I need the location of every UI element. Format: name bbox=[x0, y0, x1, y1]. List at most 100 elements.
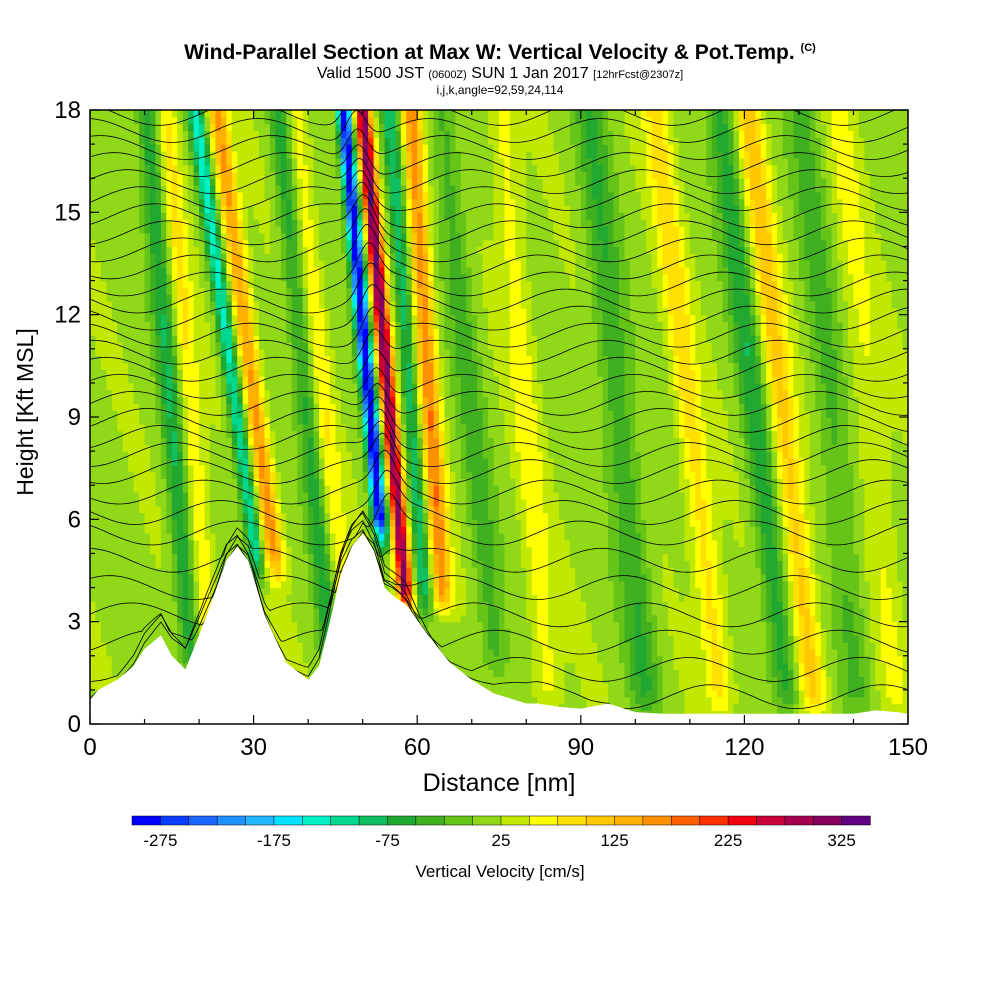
velocity-cell bbox=[199, 369, 206, 377]
velocity-cell bbox=[128, 614, 135, 623]
velocity-cell bbox=[379, 321, 386, 329]
velocity-cell bbox=[362, 239, 369, 248]
velocity-cell bbox=[335, 341, 342, 350]
velocity-cell bbox=[166, 198, 173, 207]
velocity-cell bbox=[155, 580, 162, 589]
velocity-cell bbox=[106, 348, 113, 357]
velocity-cell bbox=[220, 519, 227, 527]
velocity-cell bbox=[209, 260, 217, 268]
velocity-cell bbox=[111, 505, 118, 514]
velocity-cell bbox=[171, 144, 178, 152]
velocity-cell bbox=[106, 601, 113, 609]
velocity-cell bbox=[237, 246, 244, 254]
velocity-cell bbox=[139, 553, 146, 561]
velocity-cell bbox=[144, 137, 151, 145]
velocity-cell bbox=[117, 178, 124, 186]
velocity-cell bbox=[182, 512, 189, 520]
velocity-cell bbox=[253, 362, 260, 370]
velocity-cell bbox=[182, 553, 189, 561]
velocity-cell bbox=[275, 116, 282, 125]
velocity-cell bbox=[209, 219, 217, 227]
velocity-cell bbox=[259, 157, 266, 166]
velocity-cell bbox=[340, 212, 347, 220]
velocity-cell bbox=[319, 451, 326, 459]
velocity-cell bbox=[231, 144, 238, 152]
velocity-cell bbox=[302, 212, 309, 220]
velocity-cell bbox=[340, 478, 347, 486]
velocity-cell bbox=[188, 232, 195, 241]
velocity-cell bbox=[362, 396, 369, 404]
velocity-cell bbox=[280, 608, 287, 616]
velocity-cell bbox=[242, 301, 249, 309]
velocity-cell bbox=[215, 150, 222, 159]
velocity-cell bbox=[302, 655, 309, 664]
velocity-cell bbox=[160, 471, 167, 479]
velocity-cell bbox=[340, 314, 347, 323]
velocity-cell bbox=[275, 198, 282, 207]
velocity-cell bbox=[182, 546, 189, 555]
velocity-cell bbox=[204, 239, 211, 248]
velocity-cell bbox=[242, 287, 249, 295]
velocity-cell bbox=[139, 642, 146, 650]
velocity-cell bbox=[188, 532, 195, 541]
velocity-cell bbox=[308, 512, 315, 520]
velocity-cell bbox=[139, 348, 146, 357]
velocity-cell bbox=[275, 246, 282, 254]
velocity-cell bbox=[264, 362, 271, 370]
velocity-cell bbox=[220, 150, 227, 159]
velocity-cell bbox=[106, 635, 113, 643]
velocity-cell bbox=[313, 628, 320, 636]
velocity-cell bbox=[346, 519, 353, 527]
velocity-cell bbox=[319, 348, 326, 357]
velocity-cell bbox=[297, 464, 304, 473]
velocity-cell bbox=[111, 137, 118, 145]
velocity-cell bbox=[319, 512, 326, 520]
velocity-cell bbox=[155, 628, 162, 636]
velocity-cell bbox=[90, 567, 97, 575]
velocity-cell bbox=[313, 328, 320, 336]
velocity-cell bbox=[117, 253, 124, 261]
velocity-cell bbox=[291, 642, 298, 650]
velocity-cell bbox=[117, 396, 124, 404]
velocity-cell bbox=[155, 225, 162, 234]
velocity-cell bbox=[171, 246, 178, 254]
velocity-cell bbox=[297, 573, 304, 582]
velocity-cell bbox=[160, 587, 167, 595]
velocity-cell bbox=[155, 246, 162, 254]
velocity-cell bbox=[308, 471, 315, 479]
velocity-cell bbox=[384, 335, 391, 343]
velocity-cell bbox=[362, 164, 369, 172]
velocity-cell bbox=[117, 464, 124, 473]
velocity-cell bbox=[122, 423, 129, 432]
velocity-cell bbox=[329, 280, 336, 288]
velocity-cell bbox=[379, 212, 386, 220]
velocity-cell bbox=[220, 185, 227, 193]
velocity-cell bbox=[177, 485, 184, 493]
velocity-cell bbox=[160, 389, 167, 398]
velocity-cell bbox=[133, 376, 140, 384]
velocity-cell bbox=[100, 614, 107, 623]
velocity-cell bbox=[160, 157, 167, 166]
velocity-cell bbox=[199, 464, 206, 473]
velocity-cell bbox=[335, 580, 342, 589]
velocity-cell bbox=[215, 355, 222, 364]
velocity-cell bbox=[280, 205, 287, 213]
velocity-cell bbox=[204, 157, 211, 166]
velocity-cell bbox=[193, 389, 200, 398]
velocity-cell bbox=[226, 539, 233, 548]
velocity-cell bbox=[133, 157, 140, 166]
velocity-cell bbox=[193, 573, 200, 582]
velocity-cell bbox=[95, 539, 102, 548]
velocity-cell bbox=[155, 219, 162, 227]
velocity-cell bbox=[335, 116, 342, 125]
velocity-cell bbox=[313, 171, 320, 179]
velocity-cell bbox=[100, 355, 107, 364]
velocity-cell bbox=[297, 546, 304, 555]
velocity-cell bbox=[346, 512, 353, 520]
velocity-cell bbox=[280, 123, 287, 132]
velocity-cell bbox=[286, 642, 293, 650]
velocity-cell bbox=[122, 328, 129, 336]
velocity-cell bbox=[177, 225, 184, 234]
velocity-cell bbox=[139, 157, 146, 166]
velocity-cell bbox=[193, 273, 200, 282]
